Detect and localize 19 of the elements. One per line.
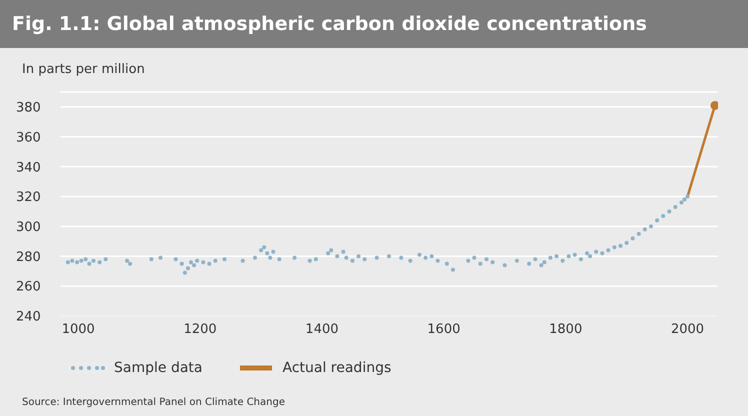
y-tick-label: 340 xyxy=(16,160,41,176)
source-note: Source: Intergovernmental Panel on Climate Change xyxy=(22,397,285,408)
chart-title: Fig. 1.1: Global atmospheric carbon dioxide concentrations xyxy=(0,0,748,48)
x-tick-label: 1200 xyxy=(184,322,217,338)
x-tick-label: 1400 xyxy=(305,322,339,338)
x-tick-label: 2000 xyxy=(670,322,704,338)
y-tick-label: 320 xyxy=(16,190,41,206)
y-tick-label: 360 xyxy=(16,130,41,146)
x-tick-label: 1000 xyxy=(62,322,95,338)
y-tick-label: 280 xyxy=(16,250,41,265)
x-tick-label: 1800 xyxy=(549,322,582,338)
y-tick-label: 300 xyxy=(16,220,41,236)
y-axis-title: In parts per million xyxy=(22,62,145,77)
y-tick-label: 260 xyxy=(16,280,41,295)
x-tick-label: 1600 xyxy=(427,322,460,338)
legend-label: Actual readings xyxy=(282,360,392,376)
legend-label: Sample data xyxy=(114,360,202,376)
y-tick-label: 380 xyxy=(16,100,41,116)
y-tick-label: 240 xyxy=(16,310,41,325)
